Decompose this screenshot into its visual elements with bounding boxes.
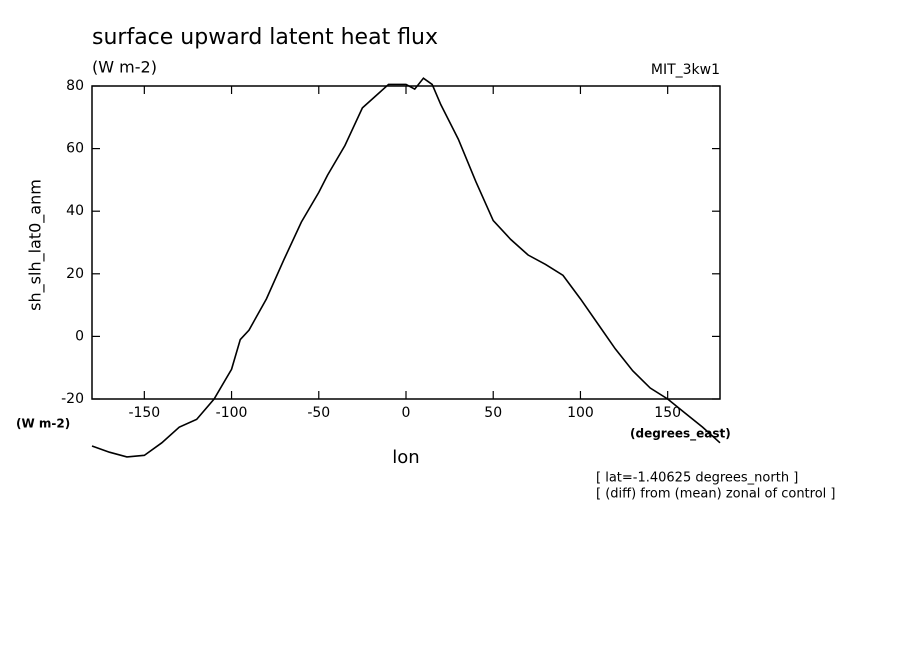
y-tick-label: 40 bbox=[66, 203, 84, 219]
chart-title: surface upward latent heat flux bbox=[92, 25, 438, 50]
y-tick-label: 20 bbox=[66, 266, 84, 282]
x-axis-label: lon bbox=[392, 447, 419, 468]
x-tick-label: 100 bbox=[567, 405, 594, 421]
y-tick-label: -20 bbox=[61, 391, 84, 407]
run-label: MIT_3kw1 bbox=[651, 62, 720, 78]
x-tick-label: 150 bbox=[654, 405, 681, 421]
y-unit: (W m-2) bbox=[16, 417, 70, 431]
y-axis-label: sh_slh_lat0_anm bbox=[26, 179, 46, 311]
y-tick-label: 80 bbox=[66, 78, 84, 94]
x-tick-label: -150 bbox=[128, 405, 160, 421]
x-tick-label: -100 bbox=[216, 405, 248, 421]
data-line bbox=[91, 77, 721, 458]
x-tick-label: -50 bbox=[307, 405, 330, 421]
chart-subtitle: (W m-2) bbox=[92, 58, 157, 77]
note: [ lat=-1.40625 degrees_north ] bbox=[596, 471, 798, 486]
x-tick-label: 0 bbox=[402, 405, 411, 421]
y-tick-label: 60 bbox=[66, 141, 84, 157]
x-tick-label: 50 bbox=[484, 405, 502, 421]
note: [ (diff) from (mean) zonal of control ] bbox=[596, 487, 835, 502]
y-tick-label: 0 bbox=[75, 328, 84, 344]
